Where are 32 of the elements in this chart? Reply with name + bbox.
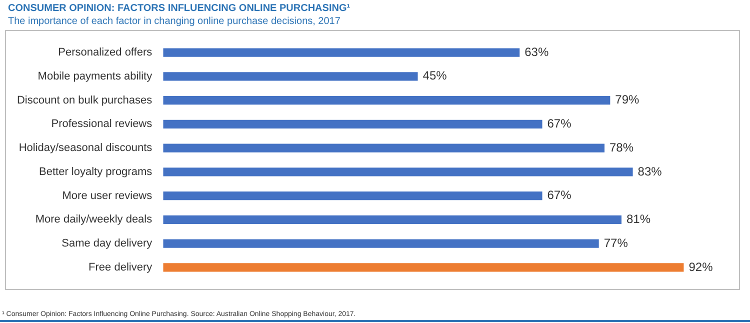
data-label: 83%: [638, 164, 662, 178]
y-tick-label: Professional reviews: [51, 118, 153, 130]
bar: [163, 72, 418, 81]
data-label: 92%: [688, 260, 714, 274]
y-tick-label: Free delivery: [88, 261, 153, 274]
data-label: 78%: [610, 140, 634, 154]
data-label: 67%: [547, 116, 572, 130]
data-label: 79%: [615, 92, 640, 107]
y-tick-label: More daily/weekly deals: [35, 214, 153, 226]
bar: [163, 192, 542, 200]
bar: [163, 96, 610, 105]
data-label: 45%: [422, 68, 448, 83]
y-tick-label: Same day delivery: [62, 238, 153, 250]
chart-subtitle: The importance of each factor in changing online purchase decisions, 2017: [8, 16, 340, 27]
bar: [163, 120, 542, 128]
bar: [163, 215, 622, 224]
y-tick-label: Better loyalty programs: [39, 166, 153, 178]
y-tick-label: Personalized offers: [58, 46, 153, 59]
data-label: 63%: [524, 44, 549, 59]
bar: [163, 263, 684, 272]
y-tick-label: Holiday/seasonal discounts: [18, 142, 153, 154]
bar: [163, 168, 633, 176]
data-label: 81%: [626, 212, 651, 226]
data-label: 67%: [547, 188, 572, 202]
bar: [163, 144, 605, 152]
y-tick-label: More user reviews: [62, 190, 153, 202]
data-label: 77%: [604, 236, 628, 250]
chart-title: CONSUMER OPINION: FACTORS INFLUENCING ONLINE PURCHASING¹: [8, 3, 350, 14]
y-tick-label: Discount on bulk purchases: [16, 94, 153, 106]
bar: [163, 48, 520, 57]
y-tick-label: Mobile payments ability: [38, 70, 153, 82]
bar: [163, 239, 599, 248]
